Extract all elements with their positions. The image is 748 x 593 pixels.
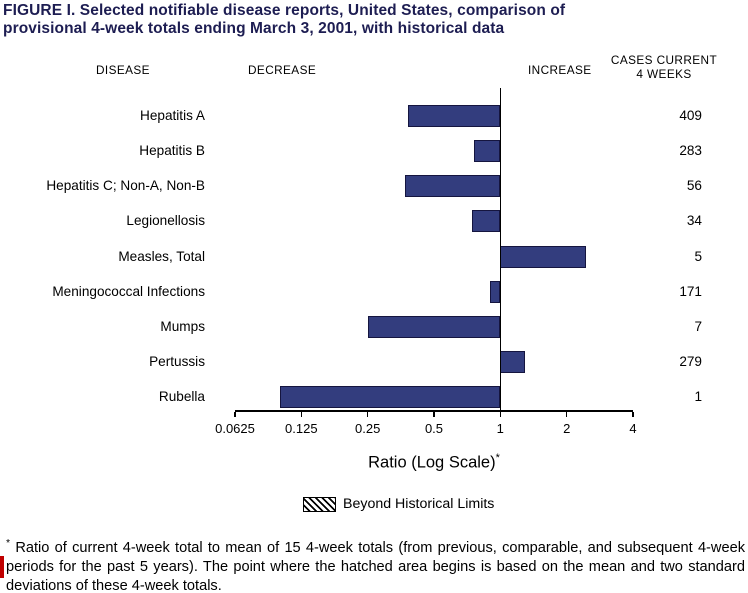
x-tick-label: 4 (629, 421, 637, 436)
cases-value: 7 (694, 318, 702, 334)
cases-header-line1: CASES CURRENT (610, 53, 718, 67)
cases-column-header: CASES CURRENT 4 WEEKS (604, 53, 724, 81)
disease-label: Measles, Total (118, 248, 205, 264)
disease-label: Mumps (160, 318, 205, 334)
disease-label: Legionellosis (126, 213, 205, 229)
ratio-bar (474, 140, 501, 163)
x-axis-tick (300, 411, 302, 417)
disease-label: Meningococcal Infections (52, 283, 205, 299)
cases-value: 279 (679, 354, 702, 370)
ratio-bar (405, 175, 501, 198)
x-axis-title-footnote-marker: * (495, 452, 500, 464)
page-edge-red-mark (0, 556, 4, 578)
ratio-bar (471, 210, 501, 233)
ratio-bar (500, 351, 526, 373)
baseline-line (499, 88, 502, 410)
footnote: * Ratio of current 4-week total to mean … (6, 537, 745, 593)
ratio-bar (407, 105, 501, 127)
x-axis-tick (499, 411, 501, 417)
x-axis-tick (367, 411, 369, 417)
cases-value: 171 (679, 283, 702, 299)
disease-label: Hepatitis C; Non-A, Non-B (46, 178, 205, 194)
cases-value: 5 (694, 248, 702, 264)
x-axis-title: Ratio (Log Scale)* (334, 452, 534, 473)
ratio-bar (500, 245, 587, 268)
cases-value: 34 (686, 213, 702, 229)
cases-value: 56 (686, 178, 702, 194)
disease-column-header: DISEASE (96, 63, 150, 77)
figure-title: FIGURE I. Selected notifiable disease re… (3, 2, 745, 38)
footnote-text: Ratio of current 4-week total to mean of… (6, 539, 745, 593)
x-tick-label: 1 (496, 421, 504, 436)
x-axis-title-text: Ratio (Log Scale) (368, 453, 496, 472)
figure-title-line2: provisional 4-week totals ending March 3… (3, 19, 505, 37)
disease-label: Rubella (158, 389, 205, 405)
ratio-bar (280, 386, 501, 409)
x-axis-tick (566, 411, 568, 417)
disease-label: Hepatitis B (139, 143, 205, 159)
x-tick-label: 0.25 (355, 421, 381, 436)
legend-hatched-swatch (303, 497, 336, 512)
x-tick-label: 0.0625 (215, 421, 255, 436)
x-tick-label: 0.5 (424, 421, 444, 436)
x-axis-tick (632, 411, 634, 417)
x-tick-label: 2 (563, 421, 571, 436)
disease-label: Hepatitis A (140, 108, 205, 123)
footnote-marker: * (6, 537, 11, 549)
cases-value: 409 (679, 108, 702, 123)
x-axis-line (235, 410, 633, 412)
x-axis-tick (433, 411, 435, 417)
figure-title-line1: FIGURE I. Selected notifiable disease re… (3, 2, 566, 19)
cases-value: 1 (694, 389, 702, 405)
disease-label: Pertussis (149, 354, 205, 370)
cases-value: 283 (679, 143, 702, 159)
legend-label: Beyond Historical Limits (343, 496, 495, 512)
x-axis-tick (234, 411, 236, 417)
cases-header-line2: 4 WEEKS (636, 67, 692, 82)
ratio-bar (367, 315, 501, 338)
x-tick-label: 0.125 (285, 421, 318, 436)
increase-column-header: INCREASE (528, 63, 592, 77)
decrease-column-header: DECREASE (248, 63, 317, 77)
